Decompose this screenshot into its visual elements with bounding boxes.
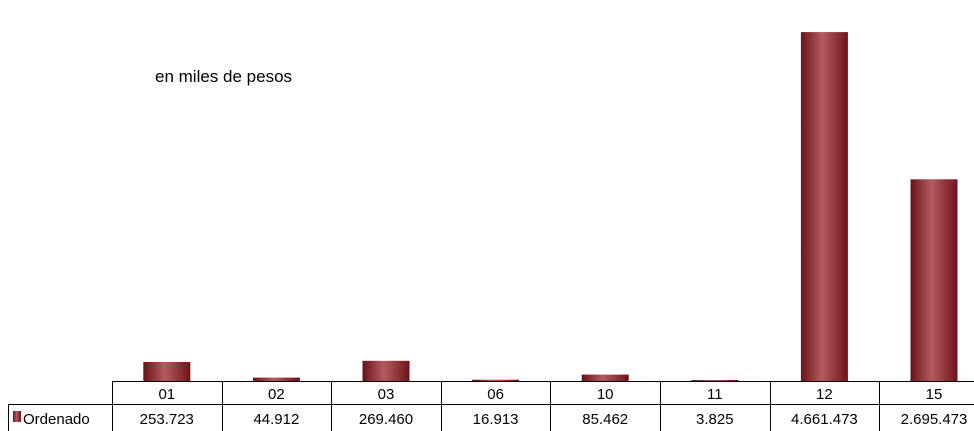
- category-label: 06: [487, 386, 504, 403]
- value-label: 16.913: [473, 411, 519, 428]
- bar-01: [143, 362, 191, 381]
- category-label: 02: [268, 386, 285, 403]
- bar-03: [362, 360, 410, 381]
- bar-12: [800, 32, 848, 381]
- bars-group: [143, 32, 958, 381]
- bar-02: [252, 377, 300, 381]
- category-label: 03: [378, 386, 395, 403]
- value-label: 85.462: [582, 411, 628, 428]
- value-label: 253.723: [140, 411, 194, 428]
- legend-key: [13, 411, 21, 422]
- value-label: 44.912: [253, 411, 299, 428]
- value-label: 4.661.473: [791, 411, 858, 428]
- bar-06: [472, 379, 520, 381]
- category-label: 12: [816, 386, 833, 403]
- data-table: 01 02 03 06 10 11 12 15 253.723 44.912 269.460 16.9…: [8, 381, 974, 431]
- unit-label: en miles de pesos: [155, 67, 293, 86]
- bar-10: [581, 374, 629, 381]
- category-label: 15: [926, 386, 943, 403]
- bar-11: [691, 380, 739, 381]
- bar-15: [910, 179, 958, 381]
- category-label: 01: [158, 386, 175, 403]
- legend-series-name: Ordenado: [23, 411, 90, 428]
- value-label: 269.460: [359, 411, 413, 428]
- category-label: 10: [597, 386, 614, 403]
- value-label: 2.695.473: [901, 411, 968, 428]
- category-label: 11: [707, 386, 723, 403]
- value-label: 3.825: [696, 411, 734, 428]
